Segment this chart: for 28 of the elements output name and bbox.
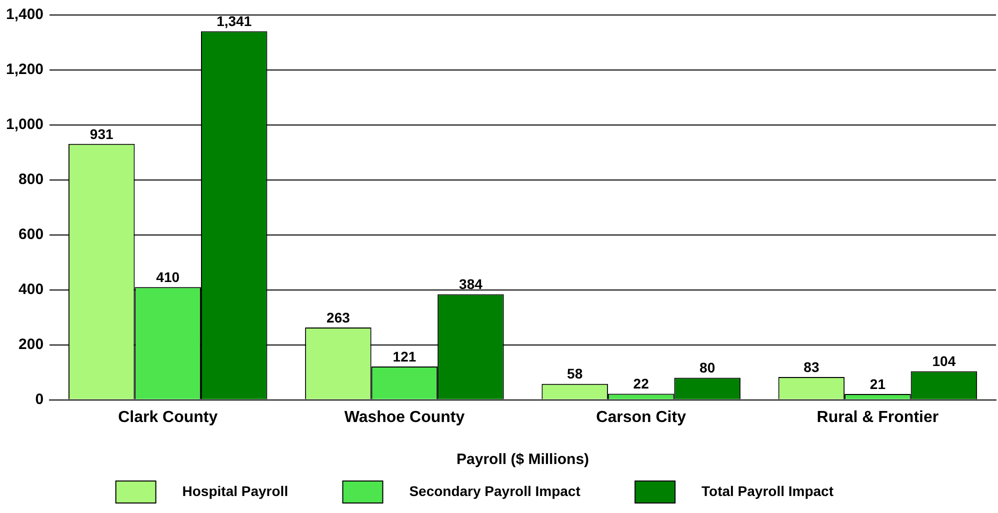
y-tick-label: 400 [18, 281, 44, 298]
x-tick-label: Clark County [118, 408, 218, 426]
x-tick-label: Washoe County [344, 408, 465, 426]
data-label: 80 [700, 360, 716, 376]
data-label: 22 [633, 376, 650, 392]
y-tick-label: 200 [18, 336, 44, 353]
y-tick-label: 1,200 [6, 61, 44, 78]
data-label: 384 [459, 276, 483, 292]
data-label: 410 [156, 268, 180, 285]
data-label: 121 [392, 348, 416, 364]
y-tick-label: 800 [18, 171, 44, 188]
y-tick-label: 1,400 [6, 6, 44, 24]
data-label: 931 [90, 126, 114, 142]
x-tick-label: Rural & Frontier [816, 408, 939, 426]
legend-label: Secondary Payroll Impact [390, 482, 628, 499]
legend-label: Total Payroll Impact [682, 482, 880, 499]
x-tick-label: Carson City [596, 408, 686, 426]
data-label: 83 [804, 358, 820, 375]
data-label: 104 [932, 353, 956, 370]
data-label: 263 [326, 309, 350, 326]
x-axis-title: Payroll ($ Millions) [456, 451, 590, 468]
y-tick-label: 1,000 [6, 116, 44, 134]
legend-label: Hospital Payroll [162, 482, 335, 499]
y-tick-label: 600 [18, 226, 44, 244]
y-tick-label: 0 [35, 390, 44, 408]
data-label: 21 [870, 376, 886, 392]
data-label: 58 [567, 366, 583, 382]
data-label: 1,341 [216, 13, 252, 30]
